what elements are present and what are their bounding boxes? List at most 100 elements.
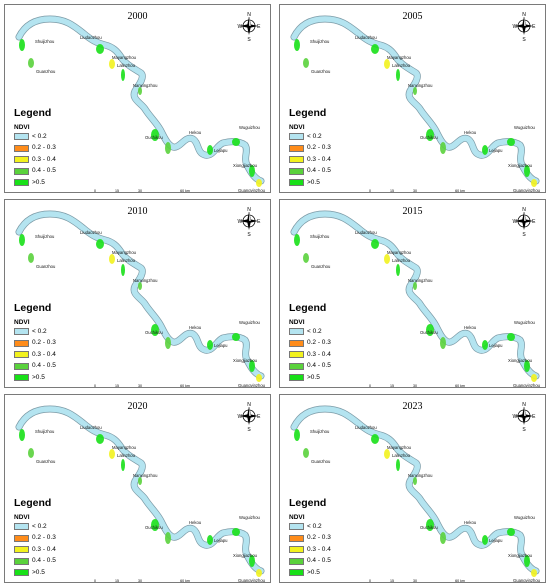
legend-item: 0.3 - 0.4 [289,351,349,359]
legend-swatch [289,156,304,163]
legend-item: 0.2 - 0.3 [14,339,74,348]
legend-title: Legend [14,302,52,314]
vegetation-patch [524,555,530,567]
legend-swatch [14,557,29,565]
place-label-nanxingzhou: Nanxingzhou [408,278,433,283]
legend-swatch [14,144,29,152]
vegetation-patch [384,254,390,264]
place-label-mayangzhou: Mayangzhou [112,250,136,255]
vegetation-patch [303,448,309,458]
scale-tick-label: 60 km [455,384,465,388]
scale-bar: 0 15 30 60 km [93,185,203,193]
place-label-shuijizhou: Shuijizhou [310,234,330,239]
legend-label: >0.5 [32,373,45,381]
place-label-shuijizhou: Shuijizhou [310,429,330,434]
panel-year: 2005 [402,11,423,22]
scale-tick-label: 15 [115,189,119,193]
legend-swatch [14,328,29,335]
north-arrow-icon: N S W E [511,11,537,43]
legend-swatch [289,179,304,186]
legend-label: >0.5 [307,568,320,576]
vegetation-patch [138,477,142,485]
vegetation-patch [384,449,390,459]
compass-n: N [247,12,251,18]
vegetation-patch [256,374,262,382]
scale-tick-label: 0 [94,384,96,388]
place-label-wuguizhou: Wuguizhou [239,125,260,130]
place-label-wuguizhou: Wuguizhou [514,125,535,130]
place-label-lalinzhou: Lalinzhou [117,258,135,263]
legend-swatch [14,569,29,576]
place-label-ouchikou: Ouchikou [145,525,163,530]
place-label-ouchikou: Ouchikou [145,135,163,140]
legend-label: 0.4 - 0.5 [32,557,56,564]
legend-label: < 0.2 [32,522,47,530]
legend-item: 0.3 - 0.4 [289,156,349,164]
legend-item: 0.3 - 0.4 [14,351,74,359]
place-label-hekou: Hekou [189,325,202,330]
compass-e: E [257,24,261,30]
vegetation-patch [109,254,115,264]
compass-s: S [522,37,526,41]
vegetation-patch [165,142,171,154]
legend-label: 0.4 - 0.5 [307,167,331,174]
legend-label: 0.4 - 0.5 [32,167,56,174]
vegetation-patch [19,39,25,51]
place-label-mayangzhou: Mayangzhou [112,445,136,450]
place-label-guanyinzhou: Guangyinzhou [513,383,541,388]
legend-swatch [289,144,304,152]
scale-tick-label: 0 [369,579,371,583]
panel-year: 2015 [402,206,423,217]
place-label-nanxingzhou: Nanxingzhou [133,83,158,88]
vegetation-patch [232,528,240,536]
legend-swatch [289,569,304,576]
vegetation-patch [232,138,240,146]
vegetation-patch [426,129,434,141]
panel-year: 2020 [127,401,148,412]
legend-swatch [289,339,304,347]
legend-swatch [289,546,304,553]
river-map [290,210,540,382]
place-label-lejiapu: Lejiapu [489,148,503,153]
legend-label: 0.2 - 0.3 [307,339,331,346]
vegetation-patch [96,239,104,249]
legend-label: 0.2 - 0.3 [32,534,56,541]
legend-item: < 0.2 [289,328,349,336]
north-arrow-icon: N S W E [236,401,262,433]
legend-item: 0.3 - 0.4 [289,546,349,554]
legend-swatch [14,133,29,140]
place-label-nanxingzhou: Nanxingzhou [408,473,433,478]
place-label-nanxingzhou: Nanxingzhou [408,83,433,88]
scale-tick-label: 30 [413,384,417,388]
legend-label: < 0.2 [307,522,322,530]
legend-label: 0.3 - 0.4 [32,155,56,163]
vegetation-patch [413,87,417,95]
vegetation-patch [413,282,417,290]
legend-title: Legend [289,302,327,314]
scale-tick-label: 15 [115,579,119,583]
place-label-mayangzhou: Mayangzhou [387,250,411,255]
vegetation-patch [426,519,434,531]
river-map [15,210,265,382]
compass-e: E [532,24,536,30]
place-label-xiongjiazhou: Xiongjiazhou [233,358,257,363]
scale-tick-label: 0 [94,579,96,583]
place-label-mayangzhou: Mayangzhou [387,55,411,60]
place-label-shuijizhou: Shuijizhou [35,429,55,434]
vegetation-patch [249,165,255,177]
legend-swatch [289,374,304,381]
scale-tick-label: 15 [390,579,394,583]
place-label-lejiapu: Lejiapu [214,343,228,348]
river-map [15,405,265,577]
vegetation-patch [440,142,446,154]
vegetation-patch [294,429,300,441]
place-label-hekou: Hekou [464,520,477,525]
place-label-guanyinzhou: Guangyinzhou [513,578,541,583]
compass-w: W [513,24,518,30]
scale-tick-label: 0 [94,189,96,193]
legend-swatch [14,546,29,553]
place-label-guanyinzhou: Guangyinzhou [238,578,266,583]
legend-label: 0.4 - 0.5 [307,362,331,369]
vegetation-patch [396,69,400,81]
river-map [15,15,265,187]
